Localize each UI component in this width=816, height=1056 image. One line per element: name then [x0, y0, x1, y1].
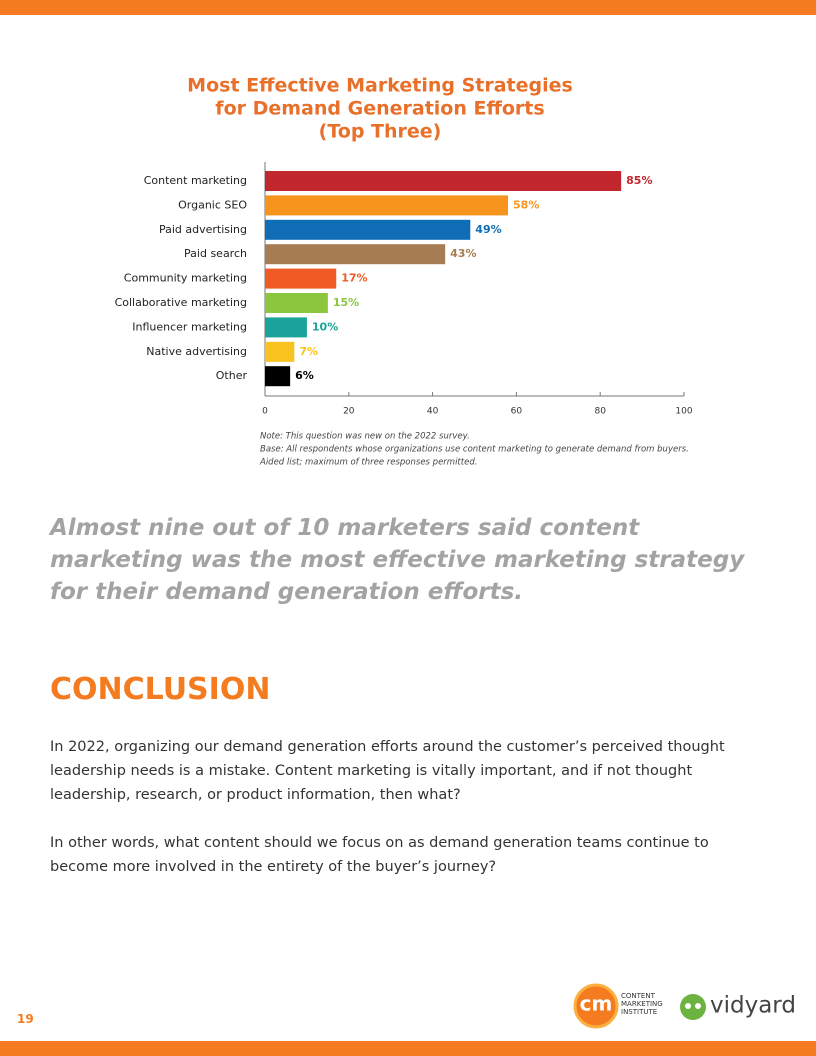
bar — [265, 293, 328, 313]
cmi-text: CONTENT — [621, 992, 656, 1000]
cmi-logo — [573, 983, 619, 1029]
chart: Most Effective Marketing Strategies for … — [115, 75, 693, 468]
value-label: 10% — [312, 320, 338, 333]
bar — [265, 171, 622, 191]
category-label: Other — [216, 369, 248, 382]
x-tick-label: 80 — [594, 407, 606, 417]
x-tick-label: 0 — [262, 407, 268, 417]
paragraph: In 2022, organizing our demand generatio… — [50, 739, 725, 803]
value-label: 7% — [299, 345, 318, 358]
category-label: Paid search — [184, 247, 247, 260]
pull-quote: Almost nine out of 10 marketers said con… — [50, 515, 745, 605]
bar — [265, 366, 291, 387]
paragraph: In other words, what content should we f… — [50, 835, 709, 875]
category-label: Community marketing — [124, 272, 247, 285]
chart-note: Base: All respondents whose organization… — [260, 445, 689, 455]
value-label: 85% — [626, 174, 652, 187]
cmi-text: MARKETING — [621, 1000, 663, 1008]
category-label: Collaborative marketing — [115, 296, 247, 309]
value-label: 15% — [333, 296, 359, 309]
value-label: 6% — [295, 369, 314, 382]
bar — [265, 195, 509, 216]
vidyard-icon — [680, 994, 706, 1020]
vidyard-text: vidyard — [710, 993, 796, 1019]
bar — [265, 268, 337, 289]
chart-title: Most Effective Marketing Strategies — [187, 75, 573, 97]
bottom-strip — [0, 1041, 816, 1056]
x-tick-label: 60 — [511, 407, 523, 417]
chart-title: for Demand Generation Efforts — [215, 98, 544, 120]
chart-title: (Top Three) — [319, 121, 442, 143]
bar — [265, 244, 446, 265]
category-label: Paid advertising — [159, 223, 247, 236]
value-label: 17% — [341, 272, 367, 285]
chart-note: Note: This question was new on the 2022 … — [260, 432, 470, 442]
cmi-text: INSTITUTE — [621, 1008, 657, 1016]
value-label: 43% — [450, 247, 476, 260]
value-label: 49% — [475, 223, 501, 236]
bar — [265, 317, 307, 338]
logos: cm CONTENT MARKETING INSTITUTE vidyard — [573, 983, 796, 1029]
category-label: Influencer marketing — [132, 320, 247, 333]
vidyard-icon — [695, 1003, 701, 1009]
x-tick-label: 20 — [343, 407, 355, 417]
cmi-mark: cm — [580, 992, 613, 1016]
top-strip — [0, 0, 816, 15]
heading: CONCLUSION — [50, 672, 271, 707]
bar — [265, 219, 471, 240]
value-label: 58% — [513, 198, 539, 211]
bar — [265, 341, 295, 362]
category-label: Native advertising — [146, 345, 247, 358]
category-label: Content marketing — [144, 174, 247, 187]
x-tick-label: 100 — [675, 407, 692, 417]
chart-note: Aided list; maximum of three responses p… — [259, 458, 477, 468]
vidyard-icon — [685, 1003, 691, 1009]
x-tick-label: 40 — [427, 407, 439, 417]
page-number: 19 — [17, 1012, 34, 1026]
category-label: Organic SEO — [178, 198, 247, 211]
